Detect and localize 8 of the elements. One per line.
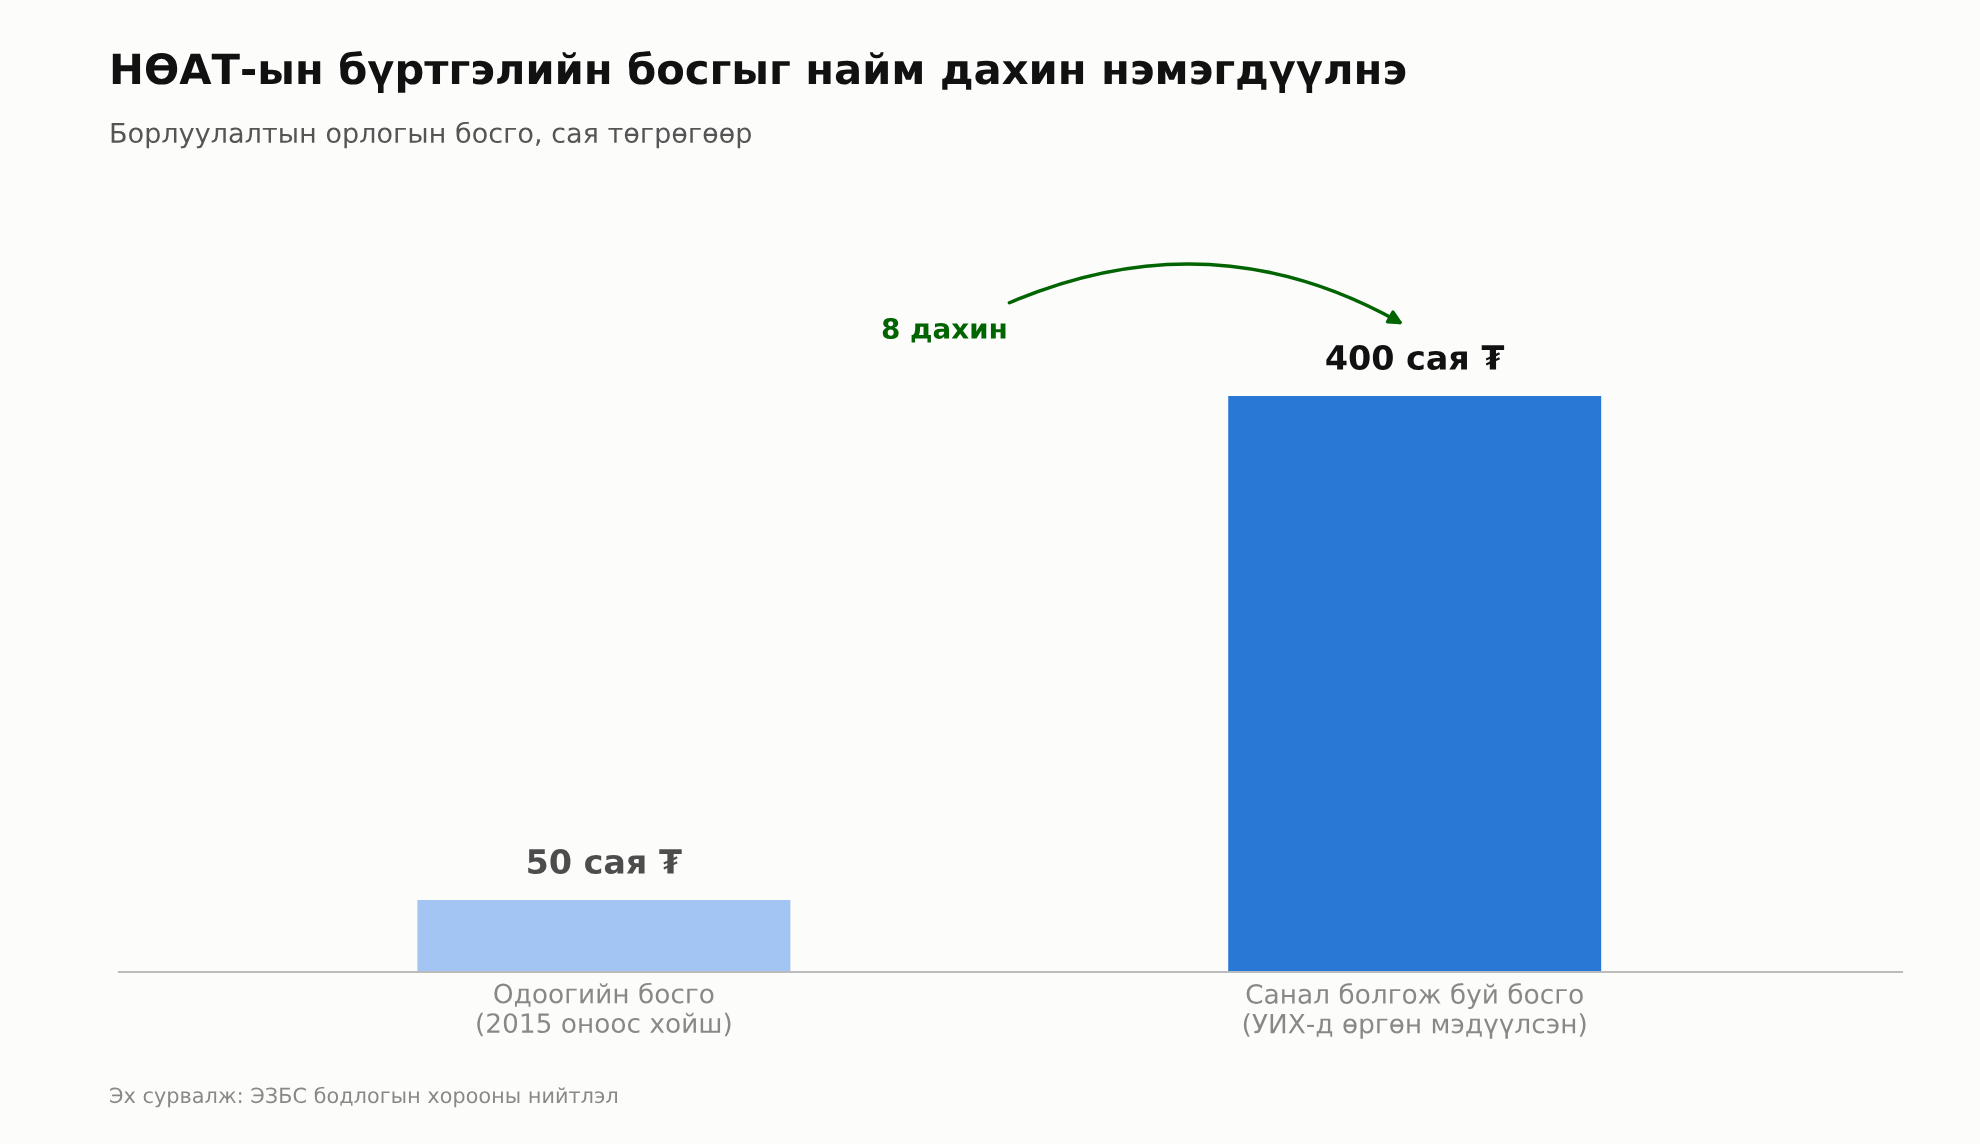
text: Эх сурвалж: ЭЗБС бодлогын хорооны нийтлэл bbox=[110, 1086, 617, 1108]
data-label: 50 сая ₮ bbox=[528, 848, 682, 875]
chart-subtitle: Борлуулалтын орлогын босго, сая төгрөгөөр bbox=[111, 121, 751, 149]
text: 8 дахин bbox=[882, 317, 1006, 343]
data-label: 400 сая ₮ bbox=[1326, 344, 1505, 371]
x-tick-label: Одоогийн босго (2015 оноос хойш) bbox=[477, 982, 731, 1037]
chart-title: НӨАТ-ын бүртгэлийн босгыг найм дахин нэмэгдүүлнэ bbox=[112, 50, 1406, 94]
x-tick-label: Санал болгож буй босго (УИХ-д өргөн мэдүүлсэн) bbox=[1243, 983, 1586, 1039]
